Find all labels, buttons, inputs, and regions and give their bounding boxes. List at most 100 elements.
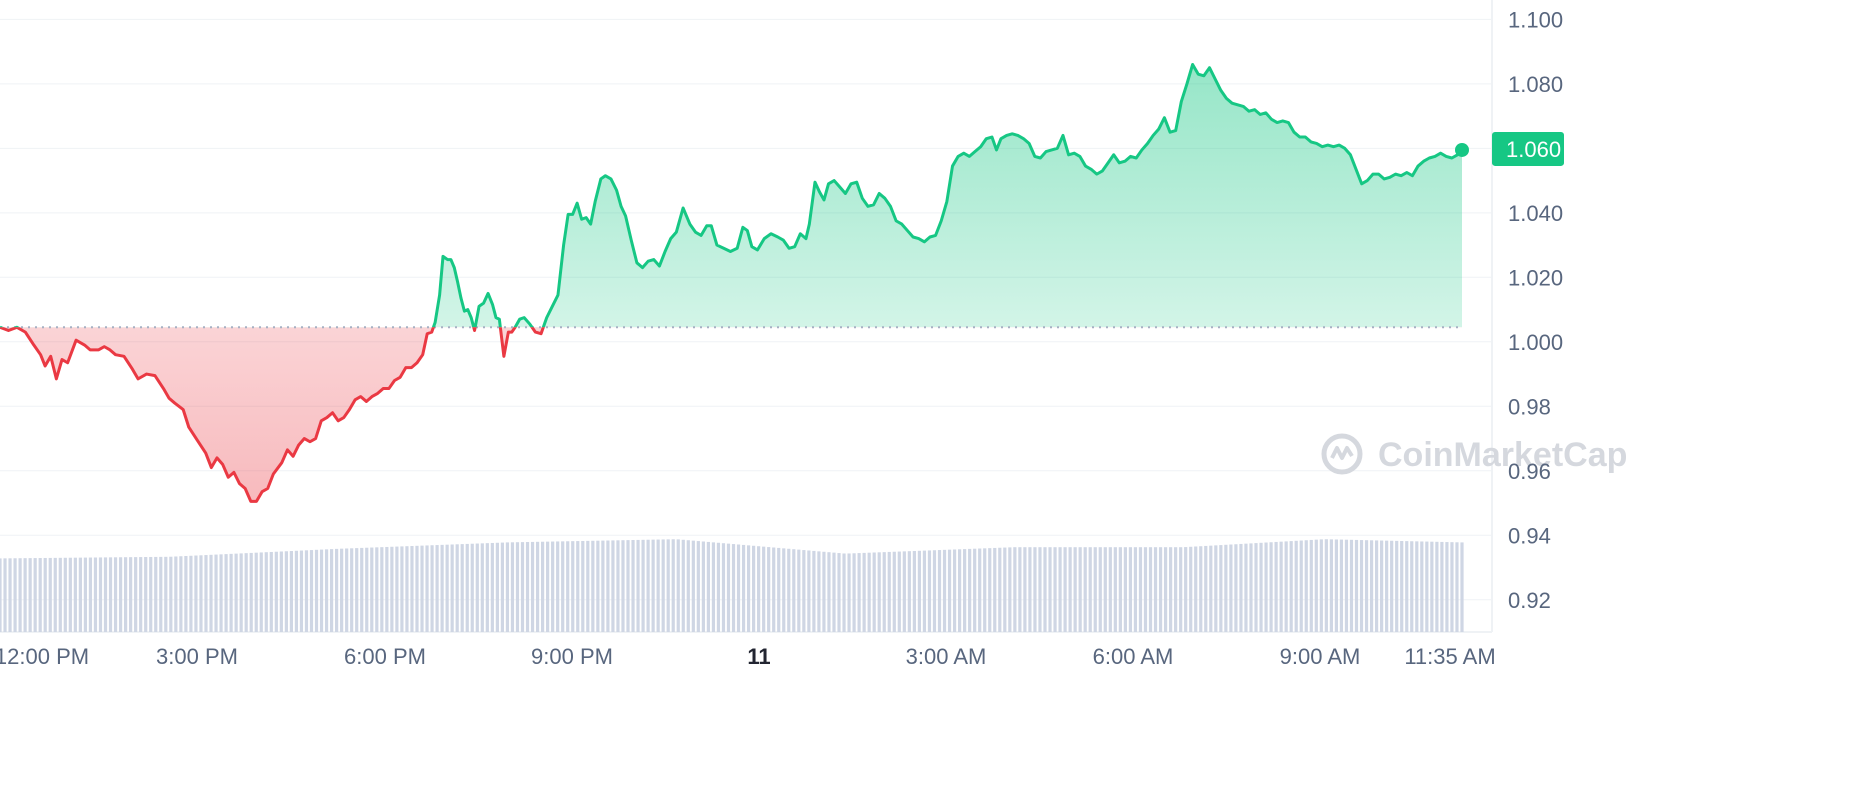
volume-bar (988, 548, 992, 632)
volume-bar (345, 548, 349, 632)
volume-bar (410, 546, 414, 632)
volume-bar (350, 548, 354, 632)
volume-bar (872, 552, 876, 632)
volume-bar (556, 541, 560, 632)
volume-bar (88, 557, 93, 632)
volume-bar (1058, 547, 1062, 632)
volume-bar (932, 550, 937, 632)
volume-bar (691, 540, 695, 632)
coinmarketcap-watermark: CoinMarketCap (1321, 433, 1627, 475)
volume-bar (1158, 547, 1163, 632)
volume-bar (782, 548, 786, 632)
volume-bar (118, 557, 123, 632)
volume-bar (1028, 547, 1032, 632)
volume-bar (611, 540, 615, 632)
volume-bar (299, 550, 304, 632)
volume-bar (149, 556, 153, 632)
volume-bar (1274, 541, 1278, 632)
current-price-marker: 1.060 (1455, 131, 1564, 166)
volume-bar (1264, 542, 1268, 632)
volume-bar (445, 544, 449, 632)
volume-bar (1038, 547, 1042, 632)
coinmarketcap-logo-icon (1321, 433, 1363, 475)
current-price-label: 1.060 (1506, 137, 1561, 162)
y-tick-label: 1.000 (1508, 330, 1563, 355)
volume-bar (1334, 539, 1338, 632)
volume-bar (1364, 540, 1369, 632)
volume-bar (983, 548, 987, 632)
volume-bar (631, 540, 635, 632)
volume-bar (576, 541, 580, 632)
volume-bar (48, 557, 52, 632)
volume-bar (1284, 541, 1288, 632)
volume-bar (219, 554, 223, 632)
volume-bar (43, 557, 47, 632)
volume-bar (189, 555, 193, 632)
volume-bar (154, 556, 158, 632)
volume-bar (204, 555, 208, 632)
volume-bar (1179, 547, 1183, 632)
volume-bar (681, 539, 685, 632)
volume-bar (772, 547, 776, 632)
volume-bar (335, 548, 339, 632)
volume-bar (897, 551, 901, 632)
volume-bar (1123, 547, 1127, 632)
volume-bar (525, 542, 530, 632)
current-price-dot (1455, 142, 1469, 157)
volume-bar (741, 544, 746, 632)
volume-bar (1018, 547, 1022, 632)
volume-bar (661, 539, 665, 632)
volume-bar (993, 547, 997, 632)
volume-bar (706, 541, 710, 632)
volume-bar (495, 542, 499, 632)
volume-bar (1224, 544, 1228, 632)
volume-bar (892, 551, 896, 632)
volume-bar (370, 547, 374, 632)
volume-bar (832, 552, 836, 632)
volume-bar (686, 540, 690, 632)
volume-bar (28, 558, 32, 632)
volume-bar (515, 542, 520, 632)
price-line (0, 62, 1464, 503)
volume-bar (701, 541, 705, 632)
volume-bar (355, 548, 359, 632)
volume-bar (144, 557, 148, 632)
volume-bar (490, 542, 494, 632)
volume-bar (1324, 539, 1328, 632)
volume-bar (505, 542, 510, 632)
y-tick-label: 0.92 (1508, 588, 1551, 613)
volume-bar (746, 545, 751, 632)
volume-bar (601, 540, 605, 632)
volume-bar (1118, 547, 1122, 632)
volume-bar (1344, 539, 1349, 632)
volume-bar (571, 541, 575, 632)
volume-bar (1068, 547, 1072, 632)
volume-bar (390, 546, 394, 632)
volume-bar (530, 541, 535, 632)
volume-bar (1234, 544, 1238, 632)
volume-bar (646, 539, 650, 632)
volume-bar (510, 542, 515, 632)
volume-bar (1380, 540, 1384, 632)
volume-bar (214, 554, 218, 632)
volume-bar (420, 545, 424, 632)
volume-bar (1400, 540, 1404, 632)
volume-bar (415, 545, 419, 632)
volume-bar (1385, 540, 1389, 632)
x-axis: 12:00 PM 3:00 PM 6:00 PM 9:00 PM 11 3:00 AM 6:… (0, 644, 1496, 669)
volume-bar (1003, 547, 1007, 632)
volume-bar (887, 551, 891, 632)
volume-bar (1304, 540, 1308, 632)
volume-bar (475, 543, 479, 632)
volume-bar (405, 546, 409, 632)
y-tick-label: 0.94 (1508, 523, 1551, 548)
volume-bar (596, 540, 600, 632)
volume-bar (1259, 542, 1263, 632)
volume-bar (651, 539, 655, 632)
volume-bar (802, 550, 806, 632)
area-fill (0, 64, 1462, 502)
volume-bar (68, 557, 72, 632)
volume-bar (1088, 547, 1092, 632)
volume-bar (1395, 540, 1399, 632)
